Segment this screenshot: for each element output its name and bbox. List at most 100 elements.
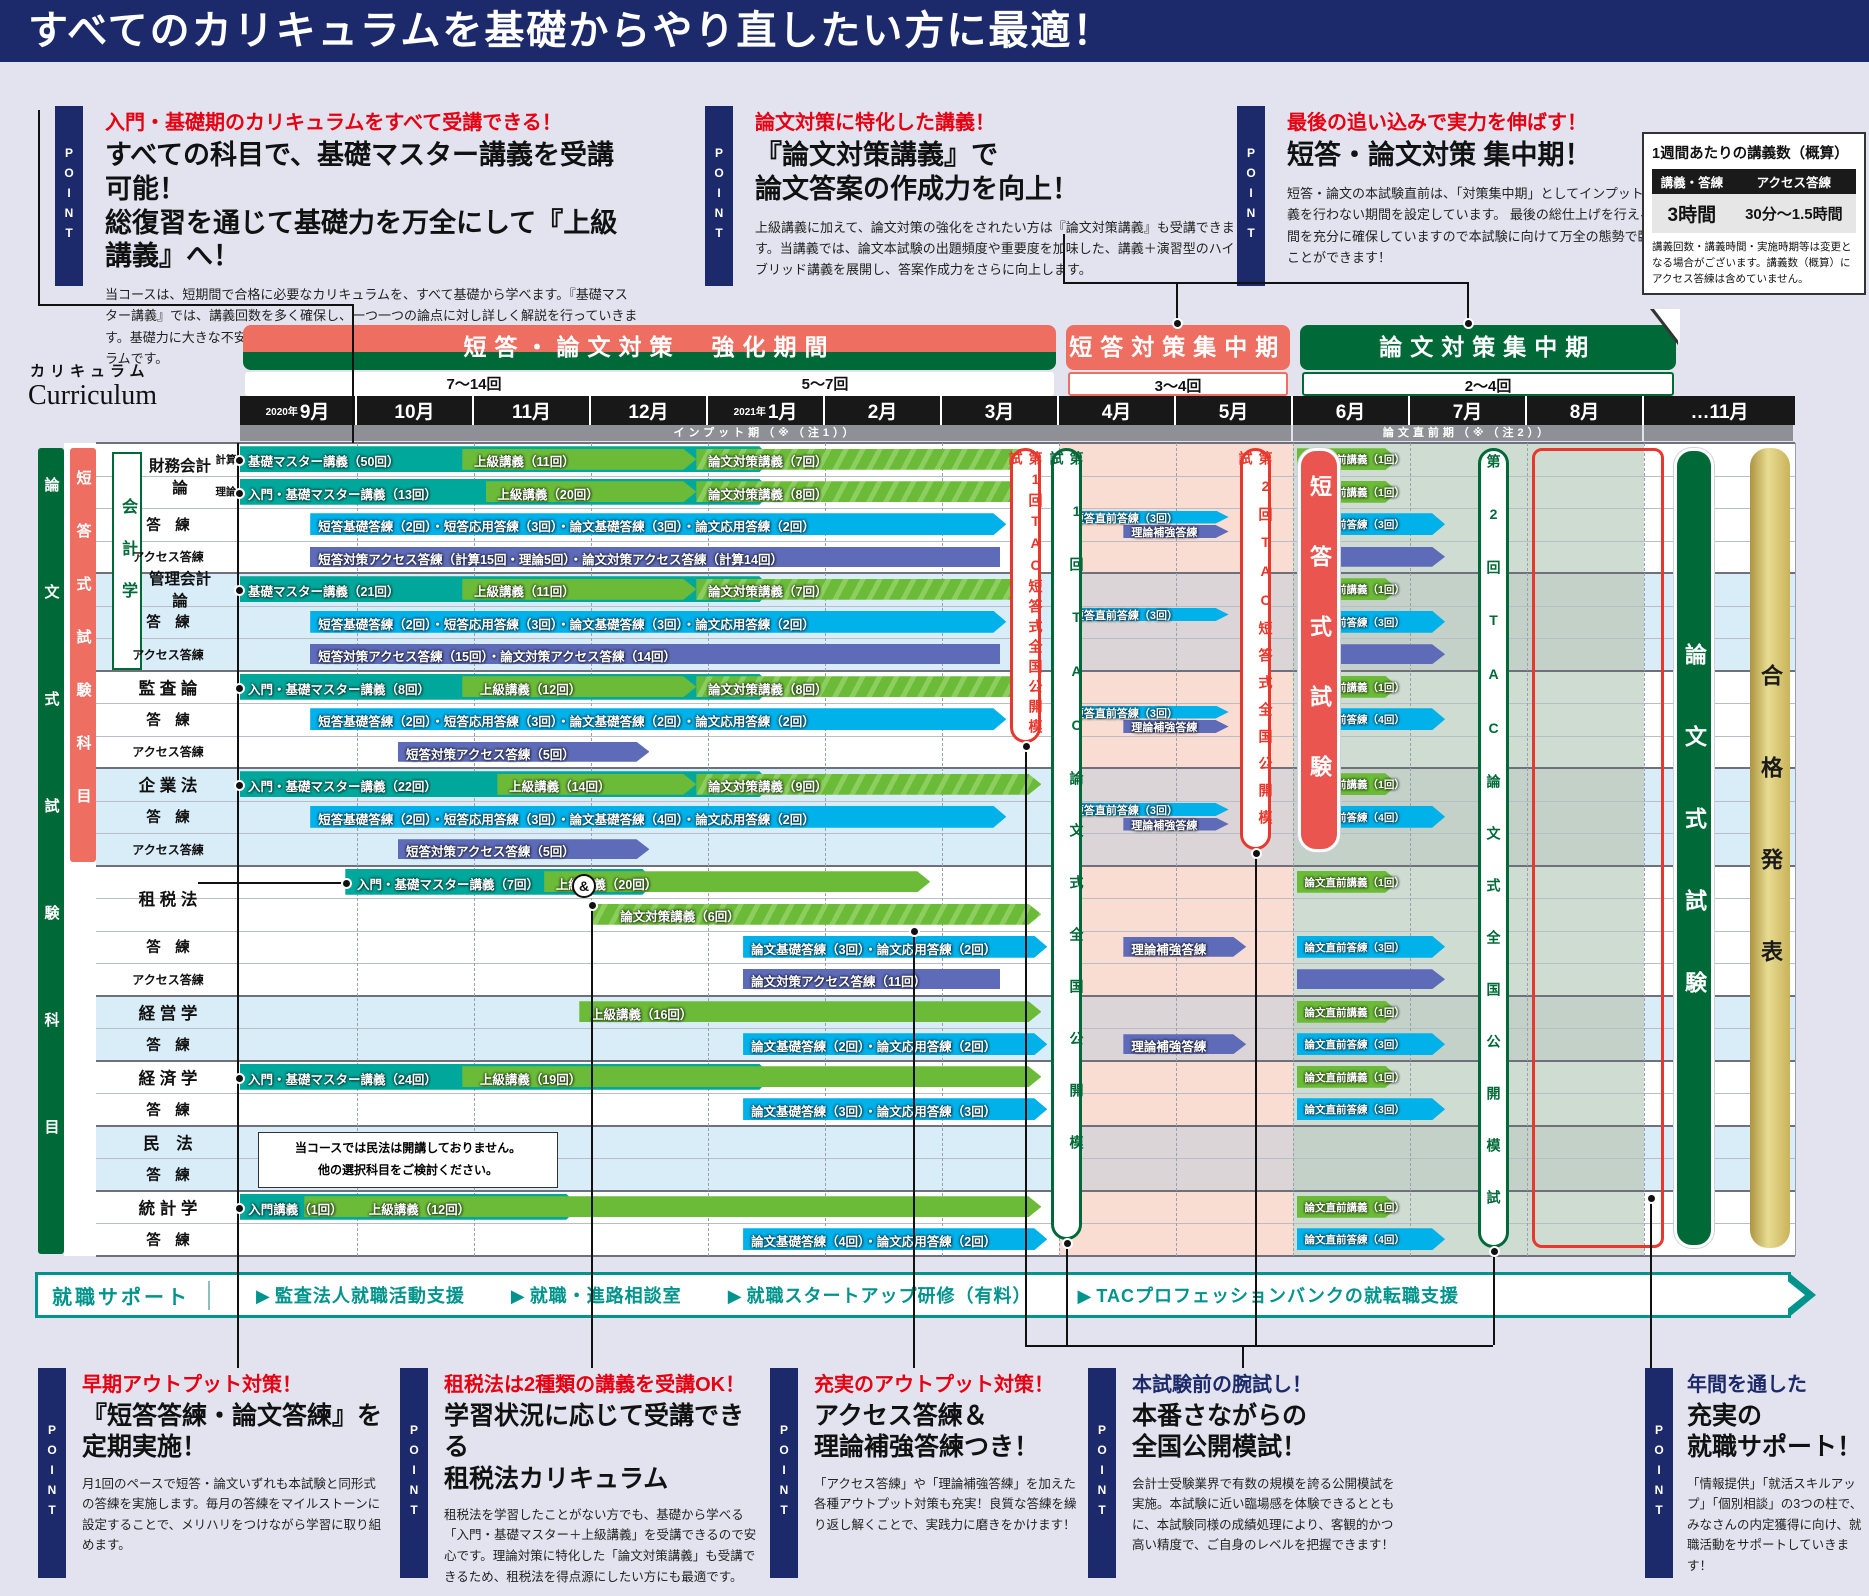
point-ribbon: POINT [38,1368,66,1578]
connector-dot [234,1203,245,1214]
connector-dot [1021,741,1032,752]
gantt-bar-label: 上級講義（19回） [479,1072,582,1087]
month-cell: 2021年 1月 [708,396,825,425]
curriculum-label-ja: カリキュラム [30,363,150,380]
row-label-ansu: 答 練 [146,712,190,729]
month-cell: …11月 [1644,396,1795,425]
row-label-subject: 企 業 法 [138,777,198,796]
point-title: 短答・論文対策 集中期！ [1287,140,1592,170]
gantt-bar-halfblue [1065,706,1229,719]
gantt-bar-hatch [696,774,1041,795]
gantt-bar-label: 短答対策アクセス答練（5回） [405,845,575,859]
gantt-bar-hatch [696,481,1041,502]
point-ribbon: POINT [1088,1368,1116,1578]
triangle-bullet-icon: ▶ [727,1286,743,1306]
gantt-bar-blue [743,1098,1047,1120]
gantt-bar-label: 論文対策アクセス答練（11回） [751,975,927,989]
grid-line-h [96,767,1795,769]
gantt-bar-label: 基礎マスター講義（50回） [248,455,400,469]
gantt-bar-lgreen [1297,1001,1399,1023]
period-band: 論文対策集中期 [1299,325,1677,370]
gantt-bar-green [462,579,696,600]
grid-line-h [96,994,1795,997]
band-count: 3～4回 [1154,378,1202,395]
grid-line-v [1410,443,1411,1256]
gantt-bar-blue [310,513,1006,535]
gantt-bar-green [462,1066,1041,1087]
gantt-bar-label: 入門・基礎マスター講義（8回） [248,682,430,697]
gantt-bar-label: 上級講義（20回） [555,877,658,892]
phase-strip: インプット期（※（注1）） [240,425,1291,441]
point-body: 「情報提供」「就活スキルアップ」「個別相談」の3つの柱で、みなさんの内定獲得に向… [1687,1476,1863,1574]
connector-dot [234,683,245,694]
gantt-bar-label: 入門・基礎マスター講義（24回） [248,1072,437,1087]
grid-line-v [708,443,709,1256]
grid-line-v [942,443,943,1256]
gantt-bar-label: 短答基礎答練（2回）・短答応用答練（3回）・論文基礎答練（4回）・論文応用答練（… [318,812,815,827]
gantt-bar-label: 短答直前答練（3回） [1072,610,1178,622]
point-box-bottom-5: POINT 年間を通した 充実の 就職サポート！ 「情報提供」「就活スキルアップ… [1645,1368,1867,1578]
triangle-bullet-icon: ▶ [1077,1286,1093,1306]
gantt-bar-label: 論文基礎答練（2回）・論文応用答練（2回） [751,1040,997,1054]
point-headline: 入門・基礎期のカリキュラムをすべて受講できる！ [105,112,562,134]
phase-strip [1644,425,1793,441]
row-label-access: アクセス答練 [132,647,204,662]
grid-line-h [96,605,1795,607]
connector-line [1467,282,1469,320]
connector-line [1176,282,1178,320]
gantt-bar-label: 短答対策アクセス答練（15回）・論文対策アクセス答練（14回） [318,650,676,664]
period-band-label: 短答・論文対策 強化期間 [463,334,836,360]
gantt-bar-label: 上級講義（11回） [474,585,575,599]
gantt-bar-blue [310,708,1006,730]
month-cell: 2月 [825,396,942,425]
gantt-bar-blue [743,1228,1047,1250]
gantt-bar-label: 上級講義（14回） [509,780,611,794]
gantt-bar-blue [310,806,1006,828]
gantt-bar-halfpurple [1123,818,1228,831]
connector-dot [1489,1246,1500,1257]
band-count-strip: 7～14回 5～7回 [245,372,1054,396]
point-headline: 本試験前の腕試し！ [1132,1374,1312,1396]
point-box-bottom-4: POINT 本試験前の腕試し！ 本番さながらの 全国公開模試！ 会計士受験業界で… [1088,1368,1398,1578]
gantt-bar-lblue [1297,1033,1446,1055]
grid-line-h [96,735,1795,737]
gantt-bar-purplearrow [1123,1034,1246,1054]
connector-dot [1646,1193,1657,1204]
connector-dot [341,878,352,889]
grid-line-h [96,1124,1795,1127]
row-label-subject: 租 税 法 [138,891,198,909]
month-cell: 2020年 9月 [240,396,357,425]
gantt-bar-label: 論文直前答練（3回） [1304,1039,1405,1051]
connector-dot [234,1073,245,1084]
point-box-top-2: POINT 論文対策に特化した講義！ 『論文対策講義』で 論文答案の作成力を向上… [705,106,1240,286]
row-label-ansu: 答 練 [146,1232,190,1249]
month-cell: 8月 [1527,396,1644,425]
grid-line-h [96,1223,1795,1224]
grid-line-v [357,443,358,1256]
connector-line [237,443,239,1368]
gantt-bar-label: 論文直前答練（3回） [1304,941,1405,954]
grid-line-v [1795,443,1796,1256]
connector-line [38,110,40,304]
connector-line [1063,282,1467,284]
row-label-ansu: 答 練 [146,940,190,957]
gantt-bar-label: 短答直前答練（3回） [1072,805,1178,817]
row-label-ansu: 答 練 [146,810,190,827]
month-cell: 5月 [1176,396,1293,425]
col-header-access: アクセス答練 [1731,169,1856,194]
gantt-bar-lblue [1297,936,1446,958]
gantt-bar-hatch [696,579,1041,600]
axis-tantou-bar: 短答式試験科目 [70,448,96,862]
gantt-bar-lblue [1297,1228,1446,1250]
grid-line-v [1527,443,1528,1256]
gantt-bar-lblue [1297,1098,1446,1120]
gantt-bar-green [497,774,696,795]
gantt-bar-label: 上級講義（20回） [497,487,599,502]
point-body: 月1回のペースで短答・論文いずれも本試験と同形式の答練を実施します。毎月の答練を… [82,1476,382,1553]
col-header-lecture: 講義・答練 [1652,169,1732,194]
connector-dot [1463,318,1474,329]
gantt-bar-label: 論文直前答練（4回） [1304,1234,1405,1246]
page-title: すべてのカリキュラムを基礎からやり直したい方に最適！ [0,0,1869,62]
